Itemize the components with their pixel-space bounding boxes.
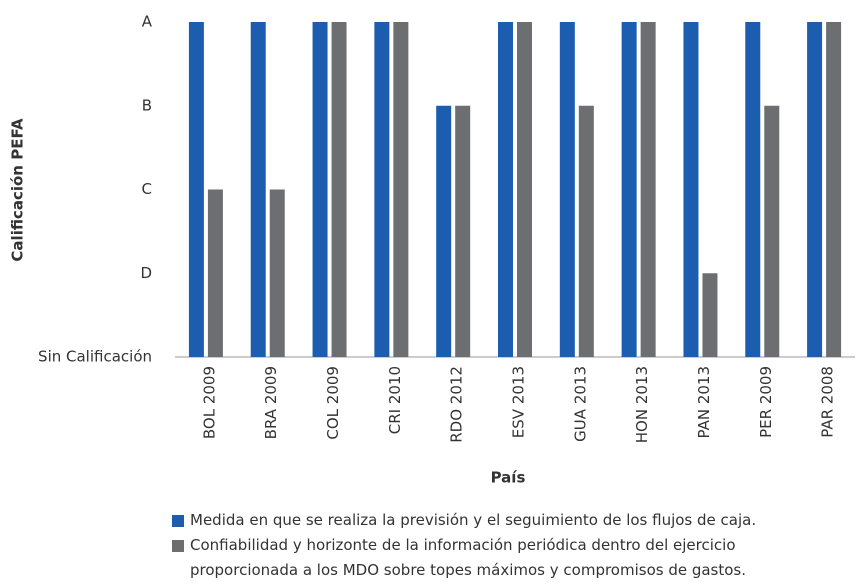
x-tick-label: GUA 2013 <box>571 366 589 442</box>
bar <box>621 22 637 357</box>
bar <box>517 22 532 357</box>
bar <box>269 189 285 357</box>
bar <box>207 189 223 357</box>
x-axis-title: País <box>491 469 526 487</box>
bar <box>498 22 513 357</box>
legend-label: Medida en que se realiza la previsión y … <box>190 511 757 529</box>
bar <box>764 105 780 357</box>
x-tick-label: ESV 2013 <box>510 366 528 438</box>
bar <box>745 22 761 357</box>
x-tick-label: RDO 2012 <box>448 366 466 443</box>
legend: Medida en que se realiza la previsión y … <box>172 508 812 583</box>
y-tick-label: D <box>140 264 152 282</box>
legend-item: Confiabilidad y horizonte de la informac… <box>172 533 812 583</box>
x-tick-label: PAN 2013 <box>695 366 713 439</box>
bar <box>578 105 594 357</box>
bar <box>683 22 699 357</box>
x-tick-label: COL 2009 <box>324 366 342 440</box>
bar <box>455 105 471 357</box>
bar <box>250 22 266 357</box>
x-tick-label: BOL 2009 <box>200 366 218 439</box>
legend-swatch <box>172 540 184 552</box>
x-tick-label: HON 2013 <box>633 366 651 443</box>
bar <box>640 22 656 357</box>
y-tick-label: C <box>142 180 152 198</box>
x-tick-label: PAR 2008 <box>819 366 837 438</box>
y-axis-title: Calificación PEFA <box>9 118 27 262</box>
bar <box>807 22 823 357</box>
y-tick-label: A <box>142 13 153 31</box>
bar <box>393 22 409 357</box>
x-tick-label: PER 2009 <box>757 366 775 438</box>
bar <box>331 22 347 357</box>
bar <box>374 22 390 357</box>
legend-label: Confiabilidad y horizonte de la informac… <box>190 536 747 579</box>
y-tick-label: Sin Calificación <box>38 348 152 366</box>
x-tick-label: CRI 2010 <box>386 366 404 434</box>
bar <box>312 22 328 357</box>
bar <box>559 22 575 357</box>
y-tick-label: B <box>142 96 152 114</box>
bar <box>702 273 718 357</box>
legend-item: Medida en que se realiza la previsión y … <box>172 508 812 533</box>
bar <box>826 22 842 357</box>
x-tick-label: BRA 2009 <box>262 366 280 439</box>
chart: Calificación PEFA País Sin Calificación D… <box>9 13 855 487</box>
bar <box>188 22 204 357</box>
legend-swatch <box>172 515 184 527</box>
bar <box>436 105 452 357</box>
